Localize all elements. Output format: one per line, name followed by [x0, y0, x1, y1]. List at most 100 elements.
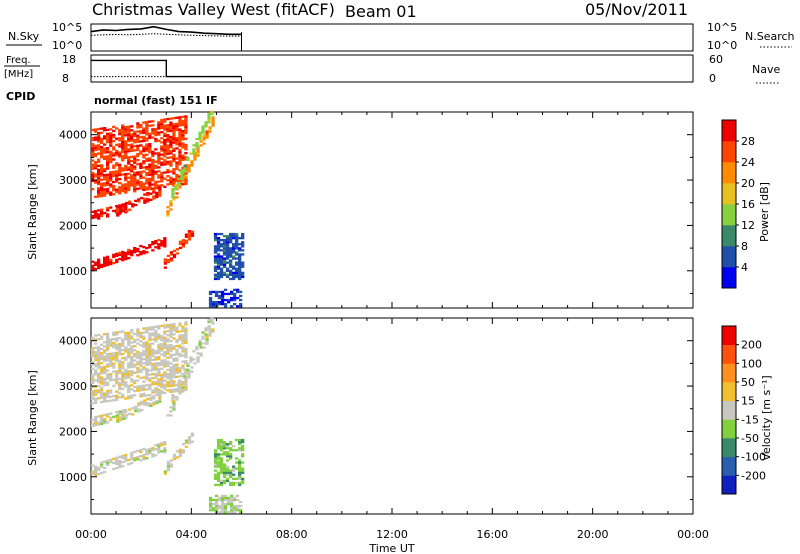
heatmap-cell	[158, 194, 162, 197]
heatmap-cell	[178, 367, 182, 370]
heatmap-cell	[118, 371, 122, 374]
heatmap-cell	[97, 168, 101, 171]
heatmap-cell	[169, 372, 173, 375]
heatmap-cell	[139, 448, 143, 452]
heatmap-cell	[115, 260, 119, 264]
heatmap-cell	[223, 292, 228, 296]
heatmap-cell	[175, 141, 179, 144]
heatmap-cell	[106, 187, 110, 191]
heatmap-cell	[127, 184, 131, 188]
heatmap-cell	[127, 162, 131, 165]
heatmap-cell	[127, 352, 131, 355]
heatmap-cell	[100, 422, 104, 425]
heatmap-cell	[169, 160, 173, 163]
nave-right-tick-top: 60	[709, 53, 723, 66]
heatmap-cell	[121, 338, 125, 341]
heatmap-cell	[184, 388, 188, 391]
heatmap-cell	[172, 327, 176, 330]
heatmap-cell	[158, 188, 162, 191]
heatmap-cell	[220, 500, 225, 504]
heatmap-cell	[232, 255, 236, 258]
heatmap-cell	[154, 182, 158, 186]
heatmap-cell	[103, 396, 107, 399]
heatmap-cell	[139, 336, 143, 339]
heatmap-cell	[232, 483, 236, 487]
heatmap-cell	[128, 202, 132, 205]
heatmap-cell	[178, 240, 183, 243]
heatmap-cell	[124, 150, 128, 153]
heatmap-cell	[154, 166, 158, 169]
heatmap-cell	[175, 124, 179, 128]
heatmap-cell	[232, 469, 236, 472]
heatmap-cell	[148, 179, 152, 182]
heatmap-cell	[115, 466, 119, 470]
heatmap-cell	[238, 449, 242, 452]
heatmap-cell	[142, 353, 146, 357]
heatmap-cell	[148, 143, 152, 146]
heatmap-cell	[154, 391, 158, 394]
heatmap-cell	[115, 394, 119, 397]
heatmap-cell	[211, 303, 216, 306]
heatmap-cell	[103, 367, 107, 371]
heatmap-cell	[208, 507, 213, 510]
heatmap-cell	[163, 142, 167, 146]
heatmap-cell	[186, 368, 190, 372]
heatmap-cell	[151, 124, 155, 127]
heatmap-cell	[166, 350, 170, 353]
heatmap-cell	[133, 246, 137, 250]
heatmap-cell	[100, 184, 104, 187]
heatmap-cell	[181, 241, 186, 244]
heatmap-cell	[199, 354, 203, 357]
heatmap-cell	[184, 329, 188, 332]
heatmap-cell	[192, 150, 196, 153]
heatmap-cell	[106, 334, 110, 337]
heatmap-cell	[118, 153, 122, 156]
heatmap-cell	[238, 441, 242, 444]
time-tick-label: 00:00	[677, 528, 709, 541]
heatmap-cell	[121, 185, 125, 188]
heatmap-cell	[136, 330, 140, 333]
heatmap-cell	[100, 343, 104, 346]
heatmap-cell	[109, 352, 113, 355]
heatmap-cell	[127, 144, 131, 147]
heatmap-cell	[169, 142, 173, 145]
heatmap-cell	[225, 473, 230, 476]
heatmap-cell	[127, 337, 131, 340]
heatmap-cell	[106, 255, 110, 258]
heatmap-cell	[112, 129, 116, 133]
y-tick-label: 3000	[59, 380, 87, 393]
heatmap-cell	[97, 415, 101, 418]
heatmap-cell	[148, 326, 152, 329]
heatmap-cell	[130, 451, 134, 455]
heatmap-cell	[142, 127, 146, 130]
heatmap-cell	[118, 257, 122, 261]
heatmap-cell	[118, 377, 122, 381]
heatmap-cell	[136, 154, 140, 158]
heatmap-cell	[100, 376, 104, 379]
heatmap-cell	[232, 477, 236, 480]
heatmap-cell	[130, 125, 134, 128]
heatmap-cell	[124, 383, 128, 386]
heatmap-cell	[109, 140, 113, 143]
heatmap-cell	[230, 298, 234, 302]
heatmap-cell	[133, 155, 137, 158]
heatmap-cell	[239, 305, 243, 308]
heatmap-cell	[121, 413, 125, 416]
heatmap-cell	[145, 247, 149, 250]
heatmap-cell	[148, 448, 152, 451]
heatmap-cell	[172, 180, 176, 183]
heatmap-cell	[151, 241, 155, 244]
heatmap-cell	[116, 420, 120, 423]
heatmap-cell	[229, 247, 233, 250]
heatmap-cell	[118, 392, 122, 395]
heatmap-cell	[130, 331, 134, 334]
heatmap-cell	[184, 115, 188, 118]
heatmap-cell	[229, 443, 233, 446]
heatmap-cell	[178, 379, 182, 382]
heatmap-cell	[241, 445, 245, 448]
heatmap-cell	[174, 185, 178, 189]
heatmap-cell	[119, 410, 123, 413]
heatmap-cell	[169, 135, 173, 139]
heatmap-cell	[155, 399, 159, 403]
y-tick-label: 4000	[59, 335, 87, 348]
